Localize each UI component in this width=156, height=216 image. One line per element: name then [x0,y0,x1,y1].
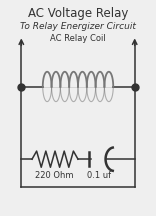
Text: 220 Ohm: 220 Ohm [35,171,73,180]
Text: AC Relay Coil: AC Relay Coil [50,34,106,43]
Text: 0.1 uf: 0.1 uf [87,171,112,180]
Text: To Relay Energizer Circuit: To Relay Energizer Circuit [20,22,136,31]
Text: AC Voltage Relay: AC Voltage Relay [28,7,128,20]
